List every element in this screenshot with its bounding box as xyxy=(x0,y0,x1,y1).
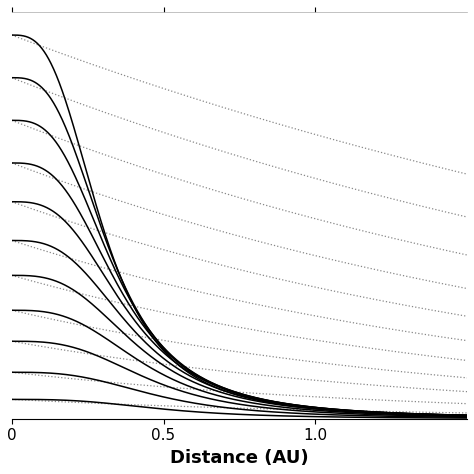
X-axis label: Distance (AU): Distance (AU) xyxy=(170,449,309,467)
